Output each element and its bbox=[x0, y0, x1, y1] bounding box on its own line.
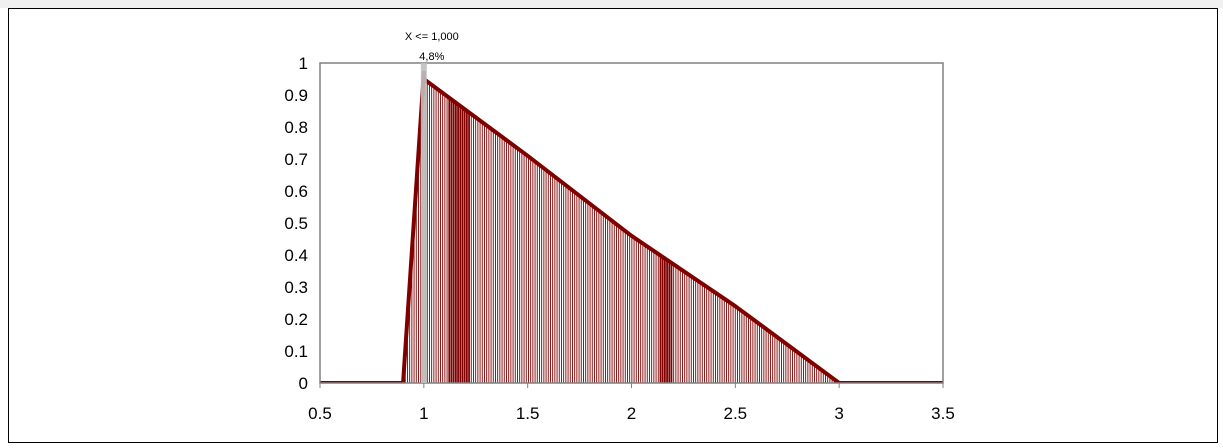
background-strip bbox=[0, 0, 1223, 8]
marker-label-bottom: 4,8% bbox=[419, 51, 444, 63]
x-tick-label: 1.5 bbox=[516, 404, 540, 423]
chart-frame: 0 0.1 0.2 0.3 0.4 0.5 0.6 0.7 0.8 0.9 1 0.5 1 1.5 2 2.5… bbox=[8, 8, 1218, 443]
y-tick-label: 0 bbox=[299, 374, 308, 393]
marker-bar bbox=[420, 63, 427, 383]
y-tick-label: 0.4 bbox=[284, 246, 308, 265]
y-tick-label: 0.9 bbox=[284, 86, 308, 105]
y-tick-label: 0.5 bbox=[284, 214, 308, 233]
x-tick-label: 3 bbox=[834, 404, 843, 423]
y-tick-label: 0.1 bbox=[284, 342, 308, 361]
x-tick-label: 0.5 bbox=[308, 404, 332, 423]
x-tick-label: 2.5 bbox=[724, 404, 748, 423]
y-tick-label: 0.6 bbox=[284, 182, 308, 201]
x-tick-label: 3.5 bbox=[931, 404, 955, 423]
marker-label-top: X <= 1,000 bbox=[405, 31, 459, 43]
area-hatch bbox=[404, 79, 840, 383]
y-tick-label: 0.7 bbox=[284, 150, 308, 169]
x-tick-label: 1 bbox=[419, 404, 428, 423]
series-line bbox=[320, 70, 943, 383]
y-tick-label: 1 bbox=[299, 54, 308, 73]
plot-area bbox=[320, 70, 943, 383]
distribution-chart: 0 0.1 0.2 0.3 0.4 0.5 0.6 0.7 0.8 0.9 1 0.5 1 1.5 2 2.5… bbox=[284, 31, 954, 423]
axes bbox=[319, 62, 944, 388]
y-tick-label: 0.2 bbox=[284, 310, 308, 329]
tick-labels: 0 0.1 0.2 0.3 0.4 0.5 0.6 0.7 0.8 0.9 1 0.5 1 1.5 2 2.5… bbox=[284, 54, 954, 423]
percentile-marker: X <= 1,000 4,8% bbox=[405, 31, 459, 383]
y-tick-label: 0.3 bbox=[284, 278, 308, 297]
y-tick-label: 0.8 bbox=[284, 118, 308, 137]
x-tick-label: 2 bbox=[627, 404, 636, 423]
